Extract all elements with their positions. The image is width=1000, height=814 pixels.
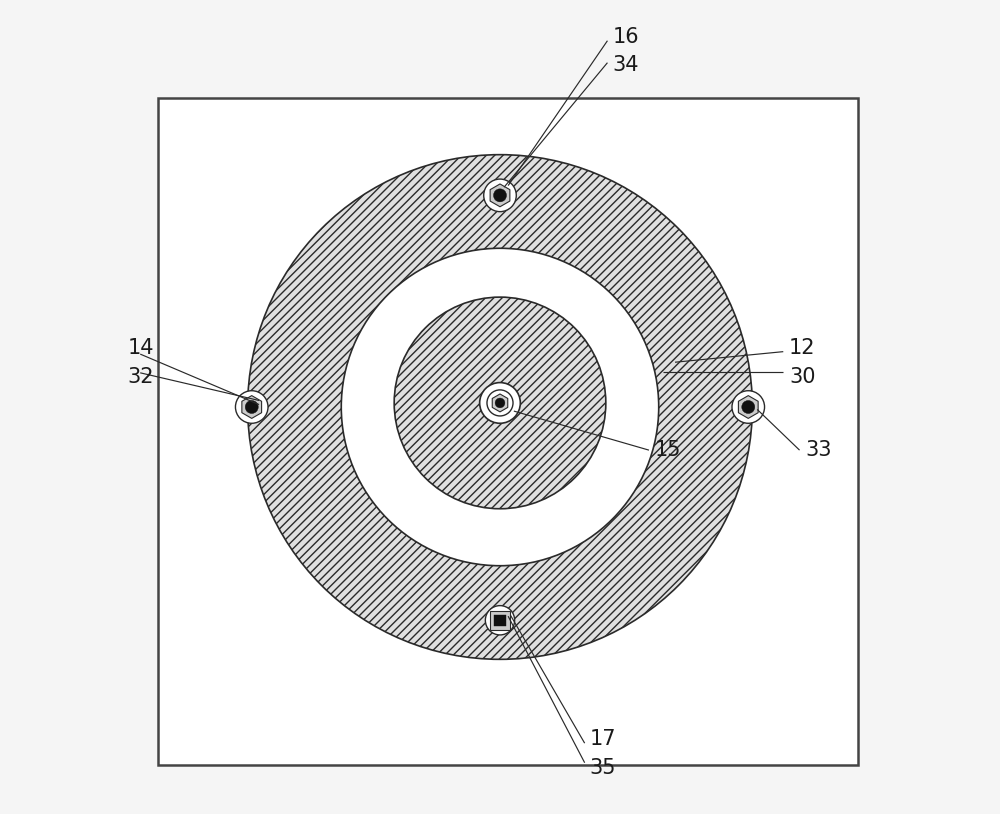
Circle shape [495,398,505,408]
Circle shape [484,179,516,212]
Bar [494,615,506,626]
Text: 33: 33 [805,440,832,460]
Circle shape [742,400,755,414]
Text: 12: 12 [789,339,815,358]
Text: 34: 34 [612,55,639,75]
Circle shape [394,297,606,509]
Text: 35: 35 [590,758,616,777]
Polygon shape [490,184,510,207]
Bar [158,98,858,765]
Circle shape [485,606,515,635]
Circle shape [487,390,513,416]
Bar [490,610,510,630]
Circle shape [248,155,752,659]
Circle shape [493,189,507,202]
Text: 16: 16 [612,27,639,46]
Polygon shape [738,396,758,418]
Text: 30: 30 [789,367,815,387]
Circle shape [732,391,765,423]
Text: 32: 32 [127,367,154,387]
Text: 17: 17 [590,729,616,749]
Text: 14: 14 [127,339,154,358]
Polygon shape [242,396,262,418]
Circle shape [341,248,659,566]
Circle shape [245,400,258,414]
Polygon shape [492,394,508,412]
Text: 15: 15 [655,440,681,460]
Circle shape [235,391,268,423]
Circle shape [480,383,520,423]
